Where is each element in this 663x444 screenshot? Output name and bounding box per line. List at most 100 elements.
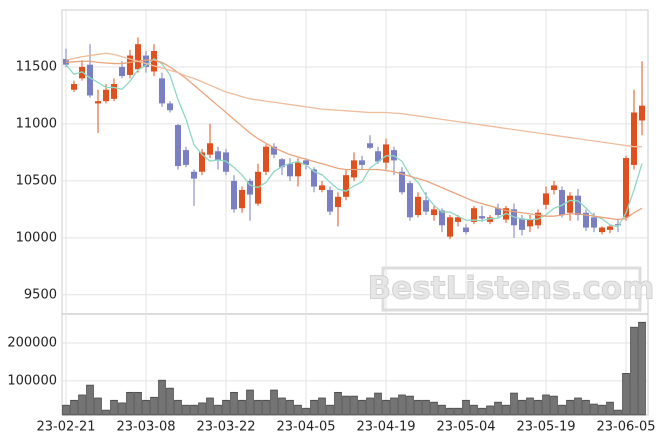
candle-body	[183, 150, 189, 165]
candle-body	[247, 180, 253, 195]
candle-body	[495, 208, 501, 216]
candle-body	[479, 216, 485, 219]
watermark-text: BestListens.com	[368, 271, 655, 307]
volume-bar	[246, 389, 254, 416]
y-tick-label: 11500	[16, 59, 57, 74]
candle-body	[263, 146, 269, 172]
volume-bar	[518, 399, 526, 416]
volume-bar	[230, 391, 238, 416]
volume-bar	[310, 399, 318, 416]
candle-body	[591, 217, 597, 228]
x-tick-label: 23-05-19	[516, 420, 575, 435]
candle-body	[127, 55, 133, 75]
volume-bar	[70, 399, 78, 416]
candle-body	[343, 175, 349, 197]
candle-body	[111, 84, 117, 99]
candle-body	[231, 180, 237, 210]
candle-body	[215, 151, 221, 161]
volume-bar	[566, 399, 574, 416]
candle-body	[575, 195, 581, 216]
x-tick-label: 23-05-04	[436, 420, 495, 435]
volume-bar	[134, 391, 142, 416]
candle-body	[527, 219, 533, 227]
volume-bar	[406, 395, 414, 416]
candle-body	[439, 210, 445, 226]
candle-body	[271, 146, 277, 155]
volume-bar	[342, 395, 350, 416]
candle-body	[415, 196, 421, 216]
candle-body	[407, 183, 413, 218]
volume-bar	[326, 404, 334, 416]
volume-bar	[222, 399, 230, 416]
volume-bar	[422, 399, 430, 416]
volume-bar	[622, 373, 630, 416]
volume-bar	[614, 409, 622, 416]
candle-body	[383, 144, 389, 163]
volume-bar	[278, 397, 286, 416]
candle-body	[599, 227, 605, 233]
volume-bar	[126, 391, 134, 416]
volume-bar	[366, 397, 374, 416]
y-tick-label: 10000	[16, 230, 57, 245]
volume-bar	[174, 399, 182, 416]
volume-bar	[262, 399, 270, 416]
candle-body	[191, 171, 197, 179]
volume-bar	[286, 399, 294, 416]
candle-body	[119, 66, 125, 77]
volume-bar	[190, 404, 198, 416]
candle-body	[311, 169, 317, 187]
volume-bar	[182, 404, 190, 416]
volume-bar	[454, 407, 462, 416]
volume-bar	[78, 394, 86, 416]
volume-bar	[510, 392, 518, 416]
x-tick-label: 23-03-22	[196, 420, 255, 435]
volume-bar	[526, 397, 534, 416]
y-tick-label: 100000	[7, 373, 57, 388]
candle-body	[95, 101, 101, 104]
volume-bar	[462, 399, 470, 416]
moving-average-line	[65, 52, 642, 148]
candle-body	[471, 208, 477, 222]
y-tick-label: 200000	[7, 336, 57, 351]
volume-bar	[374, 392, 382, 416]
volume-bar	[414, 399, 422, 416]
volume-bar	[158, 379, 166, 416]
volume-bar	[590, 403, 598, 416]
candle-body	[519, 218, 525, 230]
candle-body	[423, 200, 429, 212]
volume-bar	[574, 397, 582, 416]
watermark: BestListens.com	[367, 266, 655, 312]
candle-body	[399, 171, 405, 193]
volume-bar	[486, 405, 494, 416]
volume-bar	[358, 399, 366, 416]
x-tick-label: 23-06-05	[596, 420, 655, 435]
candle-body	[207, 143, 213, 155]
candle-body	[319, 185, 325, 190]
volume-bar	[534, 399, 542, 416]
candle-body	[375, 151, 381, 162]
candle-body	[367, 143, 373, 148]
volume-bar	[302, 407, 310, 416]
candle-body	[287, 163, 293, 177]
x-tick-label: 23-03-08	[116, 420, 175, 435]
volume-bar	[382, 399, 390, 416]
volume-bar	[142, 399, 150, 416]
candle-body	[135, 44, 141, 70]
volume-bar	[206, 397, 214, 416]
volume-bar	[150, 396, 158, 416]
candle-body	[559, 189, 565, 216]
volume-bar	[350, 395, 358, 416]
volume-bar	[118, 402, 126, 416]
candle-body	[455, 217, 461, 222]
candle-body	[335, 196, 341, 208]
volume-bar	[270, 389, 278, 416]
candle-body	[327, 189, 333, 212]
moving-average-line	[65, 59, 643, 221]
volume-bar	[294, 404, 302, 416]
volume-bar	[214, 404, 222, 416]
candle-body	[175, 125, 181, 167]
volume-bar	[582, 399, 590, 416]
volume-bar	[94, 397, 102, 416]
volume-bar	[542, 394, 550, 416]
